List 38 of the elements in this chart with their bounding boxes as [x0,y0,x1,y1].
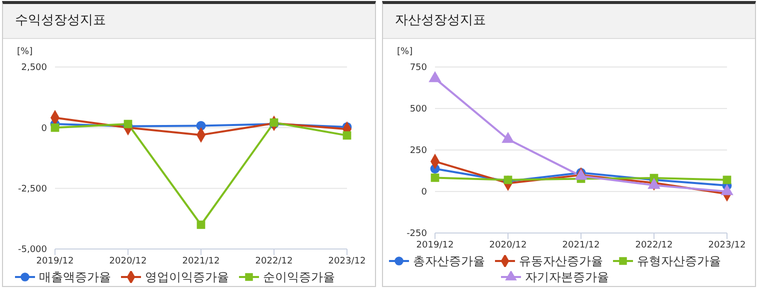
y-axis-title: [%] [17,47,33,57]
point [50,123,60,132]
legend-label: 총자산증가율 [413,253,485,269]
x-tick-label: 2020/12 [109,256,147,266]
x-tick-label: 2022/12 [255,256,293,266]
x-tick-label: 2020/12 [489,240,527,250]
legend-label: 유형자산증가율 [637,253,721,269]
x-tick-label: 2019/12 [36,256,74,266]
legend-label: 순이익증가율 [263,269,335,285]
point [124,120,132,128]
point [428,71,442,82]
legend-label: 매출액증가율 [39,269,111,285]
legend-label: 자기자본증가율 [525,269,609,285]
point [342,131,352,140]
point [430,174,440,182]
x-tick-label: 2023/12 [708,240,746,250]
point [502,132,514,143]
legend-label: 영업이익증가율 [145,269,229,285]
y-tick-label: 0 [41,124,48,134]
y-tick-label: -250 [406,229,428,240]
y-tick-label: 0 [421,188,428,198]
y-tick-label: 250 [410,146,428,156]
y-tick-label: -2,500 [18,184,48,195]
legend-label: 유동자산증가율 [519,253,603,269]
x-tick-label: 2021/12 [562,240,600,250]
chart-title: 자산성장성지표 [383,4,755,39]
x-tick-label: 2019/12 [416,240,454,250]
y-tick-label: 2,500 [21,63,48,74]
y-axis-title: [%] [397,47,413,57]
y-tick-label: 500 [410,104,428,115]
chart-title: 수익성장성지표 [3,4,375,39]
point [722,176,732,184]
x-tick-label: 2021/12 [182,256,220,266]
y-tick-label: -5,000 [18,245,48,256]
y-tick-label: 750 [410,63,428,74]
x-tick-label: 2022/12 [635,240,673,250]
x-tick-label: 2023/12 [328,256,366,266]
point [196,220,206,229]
